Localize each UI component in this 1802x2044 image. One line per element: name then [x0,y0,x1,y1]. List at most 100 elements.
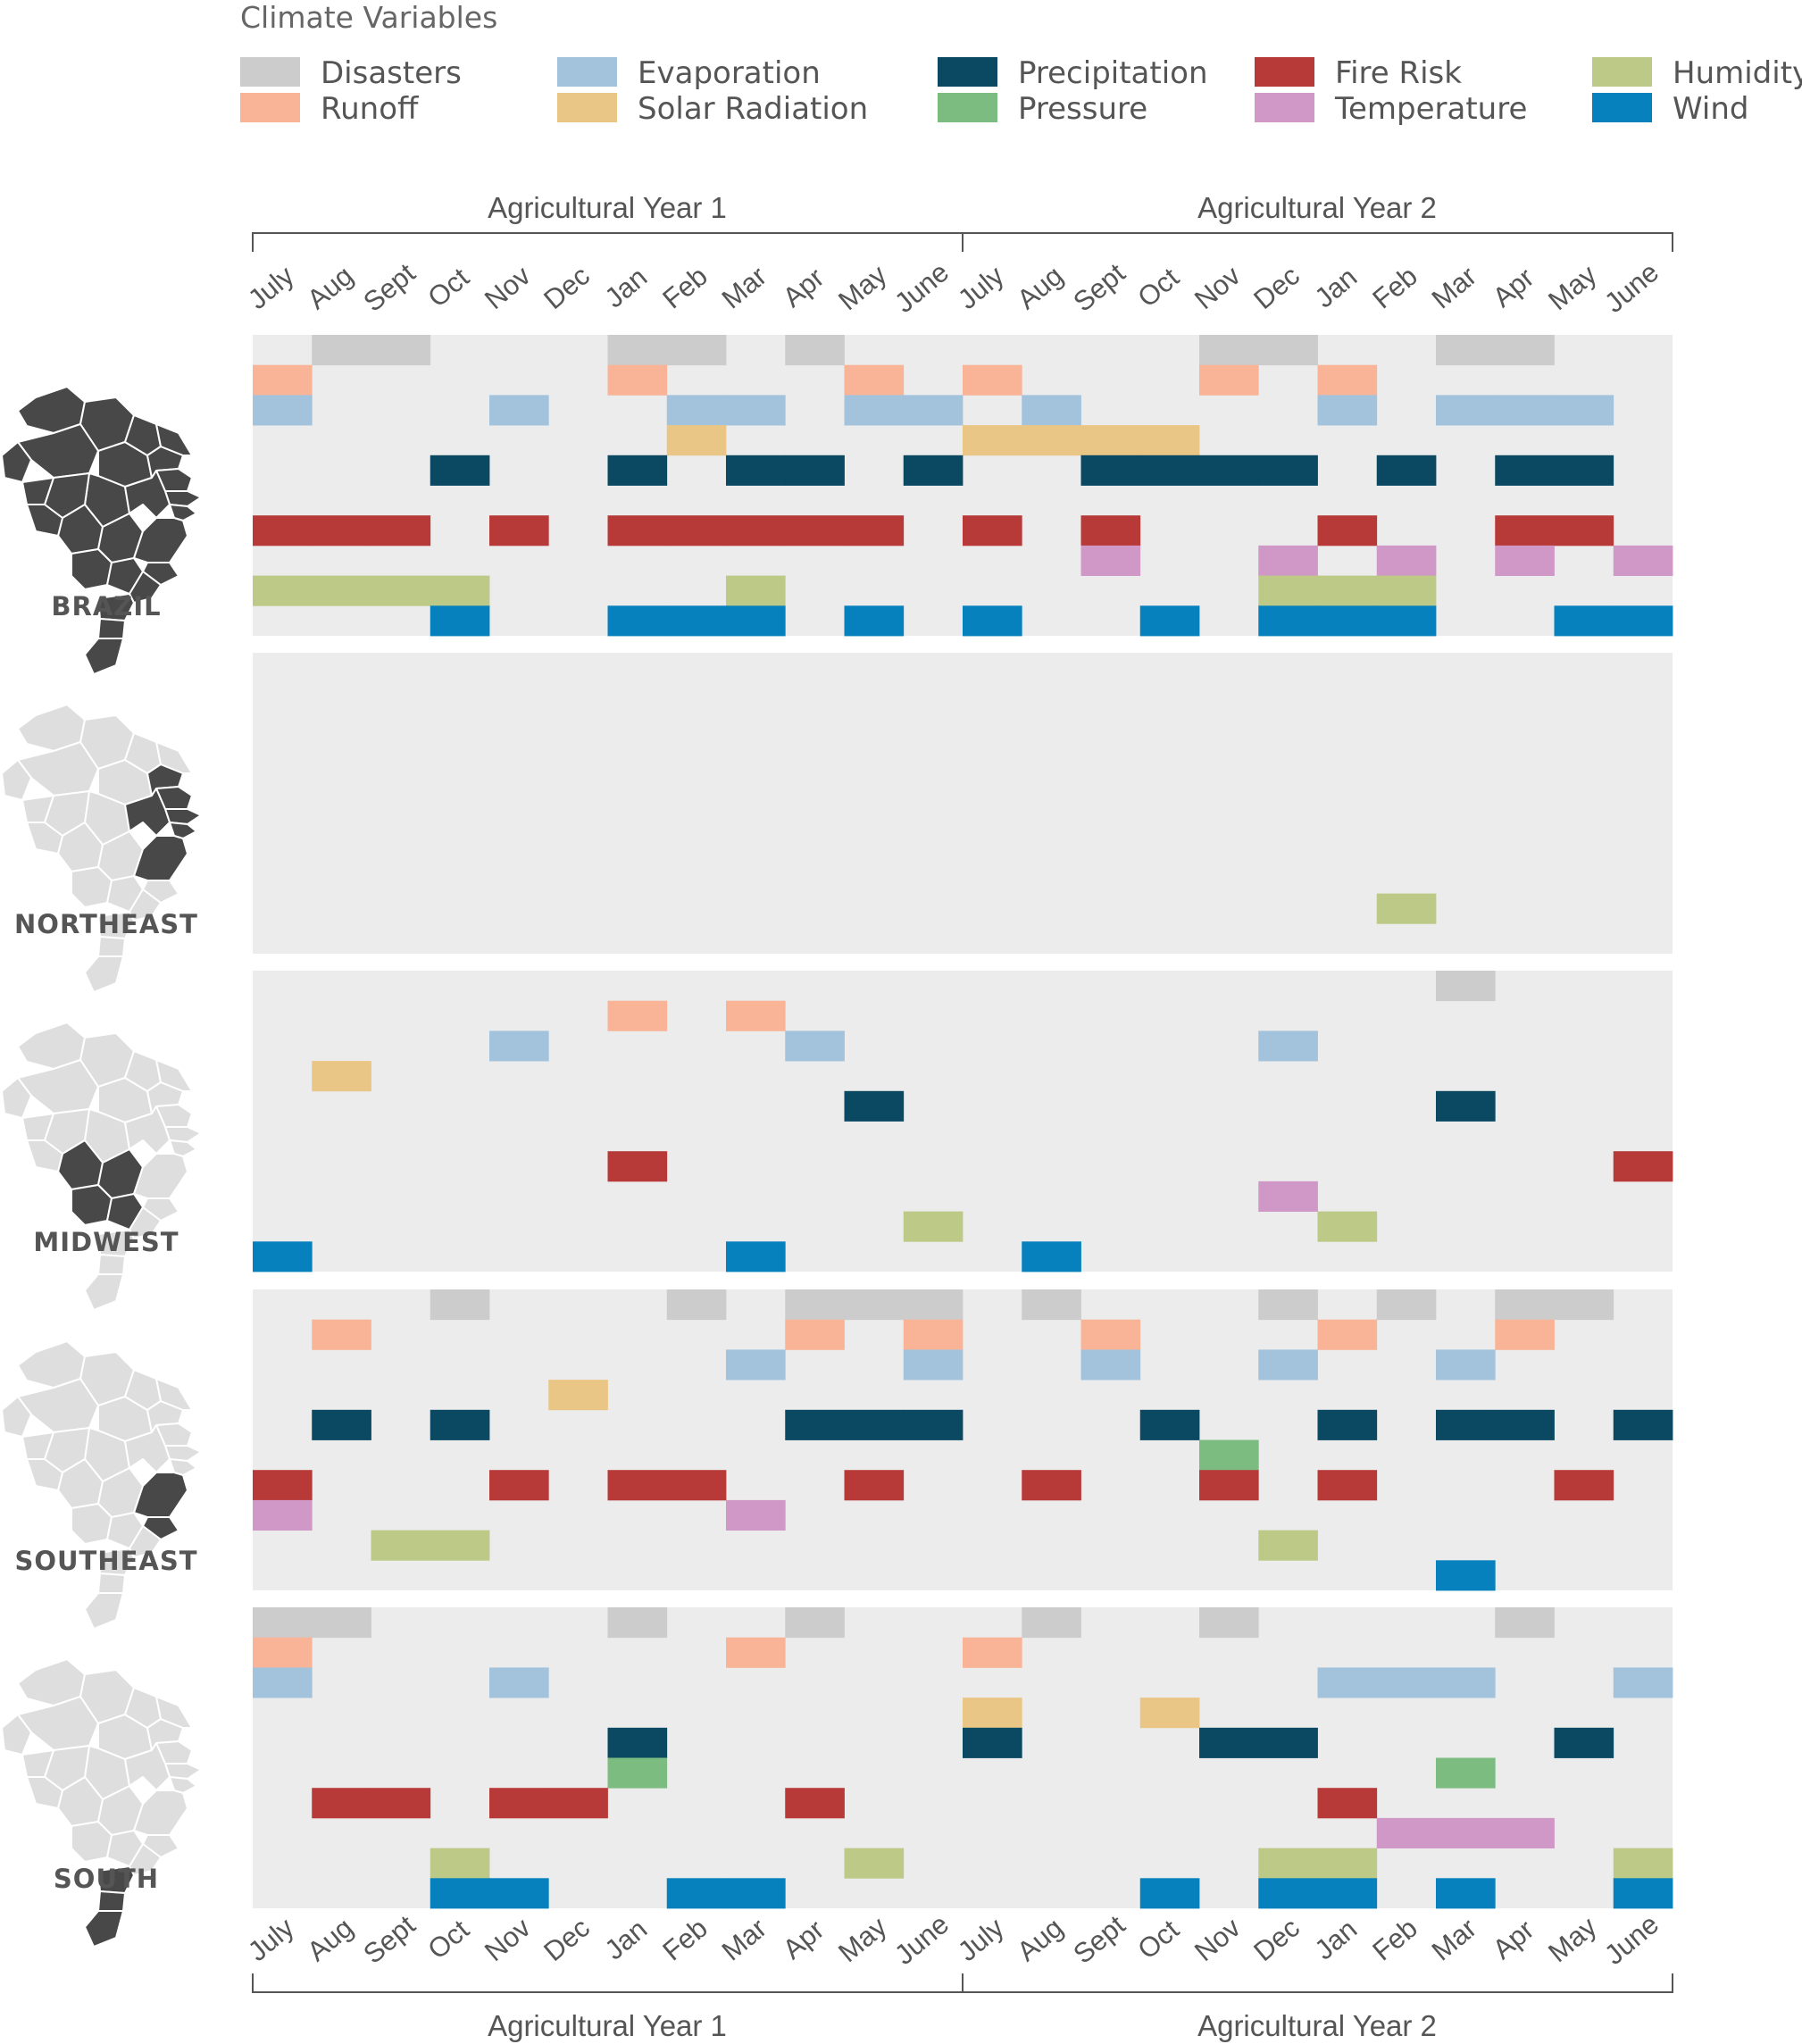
month-bottom-12: July [952,1912,1010,1968]
cell-south-wind-4 [489,1878,549,1909]
cell-southeast-runoff-21 [1495,1319,1555,1350]
cell-southeast-evaporation-14 [1080,1349,1141,1381]
cell-brazil-precipitation-8 [726,455,786,486]
month-bottom-5: Dec [538,1912,596,1967]
cell-brazil-humidity-0 [253,575,313,606]
cell-southeast-evaporation-11 [903,1349,964,1381]
month-top-2: Sept [357,257,421,318]
cell-southeast-precipitation-11 [903,1409,964,1440]
cell-southeast-evaporation-20 [1436,1349,1496,1381]
cell-southeast-fire-10 [844,1470,905,1501]
cell-southeast-disasters-11 [903,1289,964,1321]
map-state-p19 [169,1776,197,1794]
cell-brazil-disasters-16 [1199,335,1259,366]
cell-brazil-runoff-12 [963,364,1022,396]
map-state-p13 [26,504,63,537]
cell-midwest-wind-8 [726,1241,786,1272]
cell-brazil-precipitation-15 [1139,455,1200,486]
month-bottom-3: Oct [421,1914,475,1965]
map-state-p4 [1,1396,32,1438]
map-state-p19 [169,1458,197,1476]
legend-label-disasters: Disasters [321,55,462,91]
cell-brazil-temperature-17 [1258,545,1318,576]
month-top-1: Aug [301,260,359,315]
legend-swatch-disasters [240,57,300,87]
map-state-p24 [97,1890,126,1912]
cell-brazil-fire-1 [312,515,371,546]
map-state-p23 [97,1548,135,1576]
month-bottom-17: Dec [1247,1912,1306,1967]
cell-southeast-disasters-10 [844,1289,905,1321]
cell-brazil-precipitation-21 [1495,455,1555,486]
cell-brazil-solar-12 [963,425,1022,456]
map-state-p26 [155,1059,193,1092]
month-bottom-10: May [832,1910,893,1968]
legend-swatch-runoff [240,93,300,122]
month-bottom-9: Apr [777,1914,830,1965]
year-label-bottom-1: Agricultural Year 1 [488,2009,727,2042]
cell-midwest-humidity-11 [903,1211,964,1242]
cell-south-fire-9 [785,1788,845,1819]
cell-brazil-wind-12 [963,605,1022,637]
month-bottom-22: May [1542,1910,1603,1968]
cell-midwest-evaporation-4 [489,1030,549,1062]
cell-southeast-runoff-14 [1080,1319,1141,1350]
year-label-top-2: Agricultural Year 2 [1197,191,1437,224]
cell-southeast-disasters-7 [666,1289,727,1321]
cell-south-precipitation-17 [1258,1727,1318,1758]
cell-south-runoff-12 [963,1637,1022,1668]
cell-brazil-fire-8 [726,515,786,546]
cell-southeast-precipitation-23 [1613,1409,1673,1440]
map-state-p21 [142,562,179,586]
cell-brazil-evaporation-7 [666,395,727,426]
cell-brazil-precipitation-16 [1199,455,1259,486]
legend-swatch-wind [1592,93,1652,122]
cell-southeast-disasters-21 [1495,1289,1555,1321]
cell-brazil-evaporation-0 [253,395,313,426]
legend-label-humidity: Humidity [1673,55,1802,91]
cell-southeast-runoff-9 [785,1319,845,1350]
cell-midwest-precipitation-20 [1436,1090,1496,1122]
cell-brazil-precipitation-19 [1376,455,1437,486]
cell-south-humidity-3 [430,1848,490,1879]
cell-brazil-evaporation-10 [844,395,905,426]
cell-south-wind-15 [1139,1878,1200,1909]
cell-brazil-disasters-17 [1258,335,1318,366]
month-bottom-14: Sept [1067,1909,1131,1970]
map-state-p3 [17,741,99,797]
cell-brazil-humidity-18 [1317,575,1378,606]
legend-swatch-humidity [1592,57,1652,87]
cell-southeast-precipitation-3 [430,1409,490,1440]
month-bottom-8: Mar [716,1912,772,1966]
year-bracket-top [252,232,1673,252]
map-south [1,1658,202,1948]
year-label-bottom-2: Agricultural Year 2 [1197,2009,1437,2042]
cell-brazil-wind-7 [666,605,727,637]
cell-south-temperature-19 [1376,1817,1437,1848]
cell-south-fire-2 [371,1788,431,1819]
cell-brazil-solar-14 [1080,425,1141,456]
map-state-p20 [133,835,188,881]
cell-south-pressure-20 [1436,1757,1496,1789]
cell-south-evaporation-23 [1613,1667,1673,1698]
cell-brazil-evaporation-8 [726,395,786,426]
map-southeast [1,1340,202,1630]
cell-brazil-humidity-19 [1376,575,1437,606]
map-state-p4 [1,759,32,801]
month-top-18: Jan [1308,261,1363,313]
legend-label-runoff: Runoff [321,91,420,127]
cell-south-disasters-0 [253,1607,313,1639]
cell-southeast-fire-4 [489,1470,549,1501]
month-bottom-23: June [1598,1908,1664,1971]
cell-south-disasters-9 [785,1607,845,1639]
cell-south-precipitation-22 [1554,1727,1614,1758]
month-top-19: Feb [1366,260,1422,314]
cell-brazil-runoff-18 [1317,364,1378,396]
cell-south-fire-4 [489,1788,549,1819]
month-bottom-11: June [888,1908,955,1971]
cell-southeast-runoff-18 [1317,1319,1378,1350]
legend-title: Climate Variables [240,0,497,35]
cell-southeast-runoff-1 [312,1319,371,1350]
map-state-p25 [84,1273,124,1311]
